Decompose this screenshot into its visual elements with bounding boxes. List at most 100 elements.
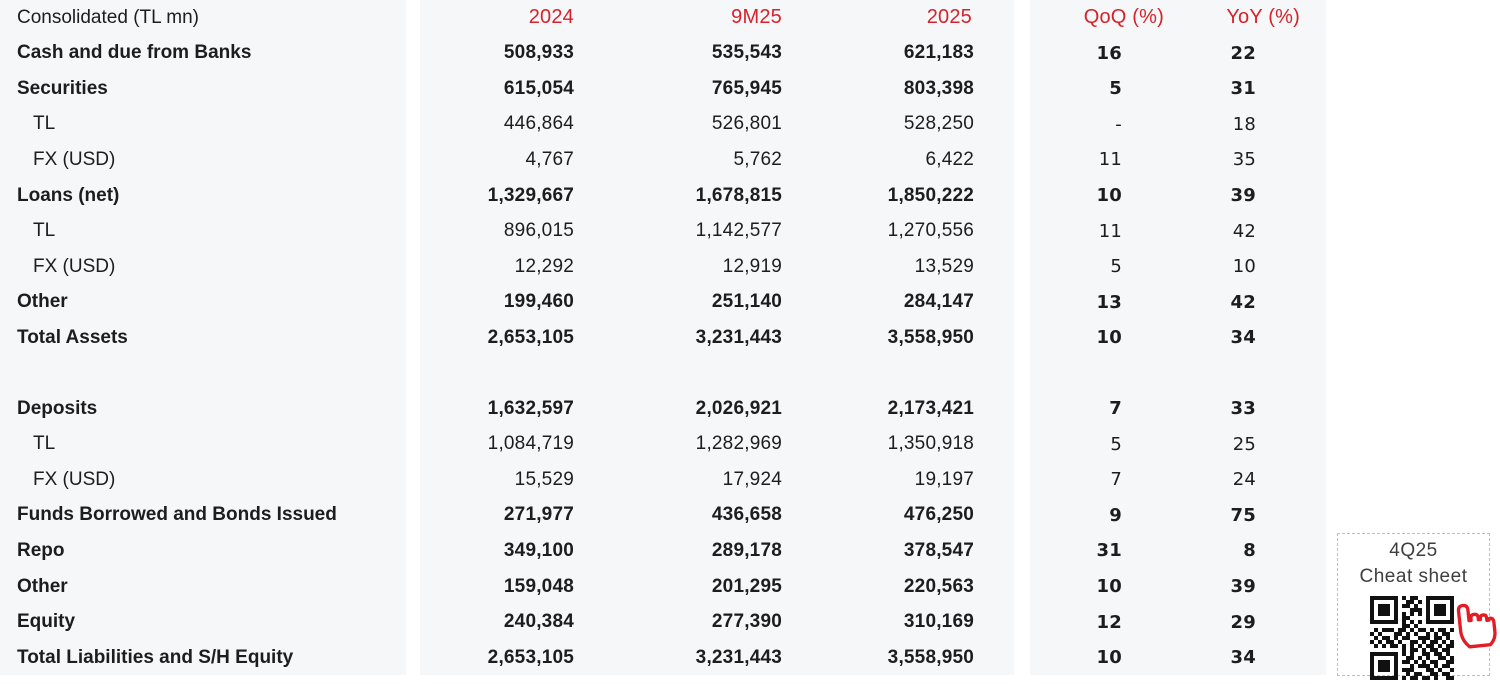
value-2024: 896,015 xyxy=(420,213,590,249)
value-qoq: 13 xyxy=(1030,284,1178,320)
value-2025: 1,850,222 xyxy=(782,177,1014,214)
value-9m25: 3,231,443 xyxy=(590,639,782,676)
value-9m25: 1,282,969 xyxy=(590,426,782,463)
value-2025: 2,173,421 xyxy=(782,391,1014,427)
cheat-sheet-subtitle: Cheat sheet xyxy=(1359,566,1468,587)
value-2025: 220,563 xyxy=(782,568,1014,605)
value-9m25: 277,390 xyxy=(590,604,782,640)
column-gap xyxy=(406,569,420,605)
value-2024: 508,933 xyxy=(420,35,590,72)
row-label: Repo xyxy=(0,533,406,569)
column-gap xyxy=(406,320,420,356)
value-yoy: 18 xyxy=(1178,106,1326,143)
value-qoq: 10 xyxy=(1030,568,1178,605)
value-2025: 621,183 xyxy=(782,35,1014,72)
value-9m25 xyxy=(590,355,782,392)
column-gap xyxy=(1014,391,1030,427)
value-2025: 476,250 xyxy=(782,497,1014,534)
value-yoy: 34 xyxy=(1178,319,1326,356)
value-2024: 271,977 xyxy=(420,497,590,534)
column-header-2024: 2024 xyxy=(420,0,590,36)
value-yoy: 8 xyxy=(1178,533,1326,569)
value-2025: 310,169 xyxy=(782,604,1014,640)
value-9m25: 1,678,815 xyxy=(590,177,782,214)
column-gap xyxy=(1014,498,1030,534)
value-2024: 615,054 xyxy=(420,71,590,107)
column-gap xyxy=(406,462,420,498)
column-gap xyxy=(406,71,420,107)
value-yoy: 75 xyxy=(1178,497,1326,534)
column-gap xyxy=(406,604,420,640)
value-2024 xyxy=(420,355,590,392)
value-9m25: 17,924 xyxy=(590,462,782,498)
value-2024: 159,048 xyxy=(420,568,590,605)
value-2024: 349,100 xyxy=(420,533,590,569)
column-gap xyxy=(1014,36,1030,72)
row-label: FX (USD) xyxy=(0,142,406,178)
value-9m25: 289,178 xyxy=(590,533,782,569)
cheat-sheet-link-box[interactable]: 4Q25 Cheat sheet xyxy=(1337,533,1497,680)
column-gap xyxy=(1014,0,1030,36)
value-qoq: - xyxy=(1030,106,1178,143)
column-gap xyxy=(1014,640,1030,676)
cheat-sheet-title: 4Q25 xyxy=(1389,540,1438,561)
column-gap xyxy=(406,107,420,143)
value-9m25: 1,142,577 xyxy=(590,213,782,249)
value-yoy xyxy=(1178,355,1326,392)
column-header-yoy: YoY (%) xyxy=(1178,0,1326,36)
value-2024: 1,632,597 xyxy=(420,391,590,427)
value-yoy: 25 xyxy=(1178,426,1326,463)
row-label: Deposits xyxy=(0,391,406,427)
column-gap xyxy=(406,36,420,72)
value-yoy: 39 xyxy=(1178,177,1326,214)
value-2024: 15,529 xyxy=(420,462,590,498)
value-yoy: 34 xyxy=(1178,639,1326,676)
value-9m25: 436,658 xyxy=(590,497,782,534)
column-gap xyxy=(406,213,420,249)
value-2025: 1,270,556 xyxy=(782,213,1014,249)
value-9m25: 5,762 xyxy=(590,142,782,178)
value-qoq: 9 xyxy=(1030,497,1178,534)
column-gap xyxy=(1014,178,1030,214)
row-label: Other xyxy=(0,568,406,605)
balance-sheet-table: Consolidated (TL mn) 2024 9M25 2025 QoQ … xyxy=(0,0,1326,676)
column-gap xyxy=(1014,427,1030,463)
value-qoq: 10 xyxy=(1030,319,1178,356)
value-9m25: 535,543 xyxy=(590,35,782,72)
value-2024: 2,653,105 xyxy=(420,639,590,676)
value-9m25: 526,801 xyxy=(590,106,782,143)
column-gap xyxy=(1014,320,1030,356)
value-yoy: 24 xyxy=(1178,462,1326,498)
value-2024: 12,292 xyxy=(420,248,590,285)
value-qoq: 16 xyxy=(1030,35,1178,72)
value-2025: 19,197 xyxy=(782,462,1014,498)
value-yoy: 29 xyxy=(1178,604,1326,640)
column-gap xyxy=(406,355,420,391)
value-yoy: 31 xyxy=(1178,71,1326,107)
value-2025: 378,547 xyxy=(782,533,1014,569)
row-label: TL xyxy=(0,106,406,143)
row-label: FX (USD) xyxy=(0,248,406,285)
value-qoq: 10 xyxy=(1030,639,1178,676)
column-gap xyxy=(1014,533,1030,569)
value-2025: 528,250 xyxy=(782,106,1014,143)
value-9m25: 765,945 xyxy=(590,71,782,107)
value-yoy: 42 xyxy=(1178,284,1326,320)
row-label: FX (USD) xyxy=(0,462,406,498)
value-qoq: 10 xyxy=(1030,177,1178,214)
column-gap xyxy=(406,284,420,320)
value-2025: 3,558,950 xyxy=(782,319,1014,356)
row-label: TL xyxy=(0,213,406,249)
value-2025: 1,350,918 xyxy=(782,426,1014,463)
row-label: Total Liabilities and S/H Equity xyxy=(0,639,406,676)
value-2025: 284,147 xyxy=(782,284,1014,320)
qr-code[interactable] xyxy=(1370,596,1454,680)
row-label: Funds Borrowed and Bonds Issued xyxy=(0,497,406,534)
value-9m25: 12,919 xyxy=(590,248,782,285)
row-label: Other xyxy=(0,284,406,320)
row-label: Equity xyxy=(0,604,406,640)
column-header-9m25: 9M25 xyxy=(590,0,782,36)
value-qoq: 11 xyxy=(1030,213,1178,249)
column-gap xyxy=(1014,462,1030,498)
